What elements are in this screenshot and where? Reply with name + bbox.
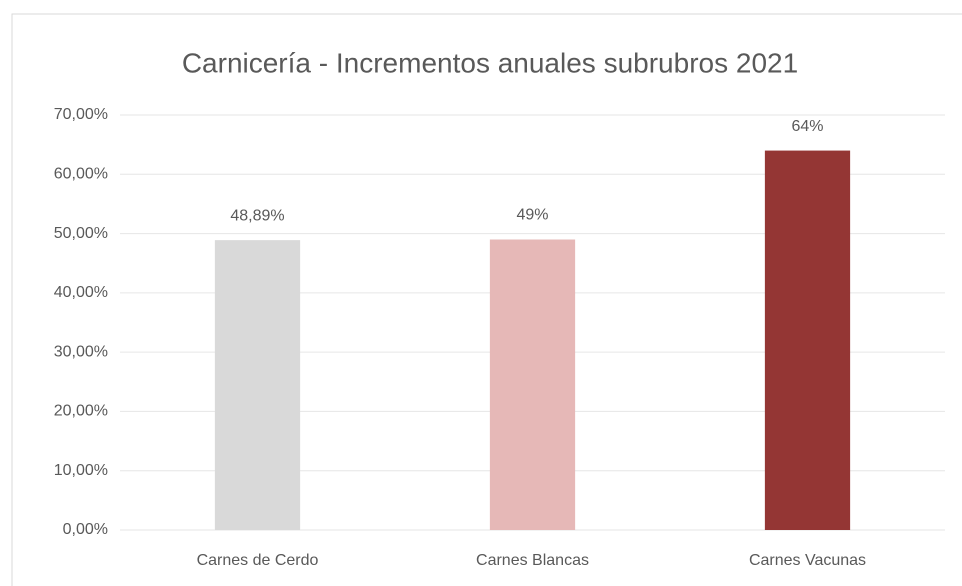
x-tick-label: Carnes Blancas [476,552,589,569]
y-tick-label: 50,00% [54,225,108,242]
x-tick-label: Carnes Vacunas [749,552,866,569]
bar [489,239,576,530]
bar [214,240,301,530]
data-label: 49% [516,207,548,224]
chart-title: Carnicería - Incrementos anuales subrubr… [182,47,798,78]
bar [764,150,851,531]
y-tick-label: 10,00% [54,462,108,479]
data-label: 48,89% [230,207,284,224]
y-tick-label: 30,00% [54,343,108,360]
x-tick-label: Carnes de Cerdo [197,552,319,569]
y-tick-label: 0,00% [63,521,108,538]
data-label: 64% [791,118,823,135]
y-tick-label: 20,00% [54,403,108,420]
y-tick-label: 40,00% [54,284,108,301]
y-tick-label: 70,00% [54,106,108,123]
y-tick-label: 60,00% [54,166,108,183]
